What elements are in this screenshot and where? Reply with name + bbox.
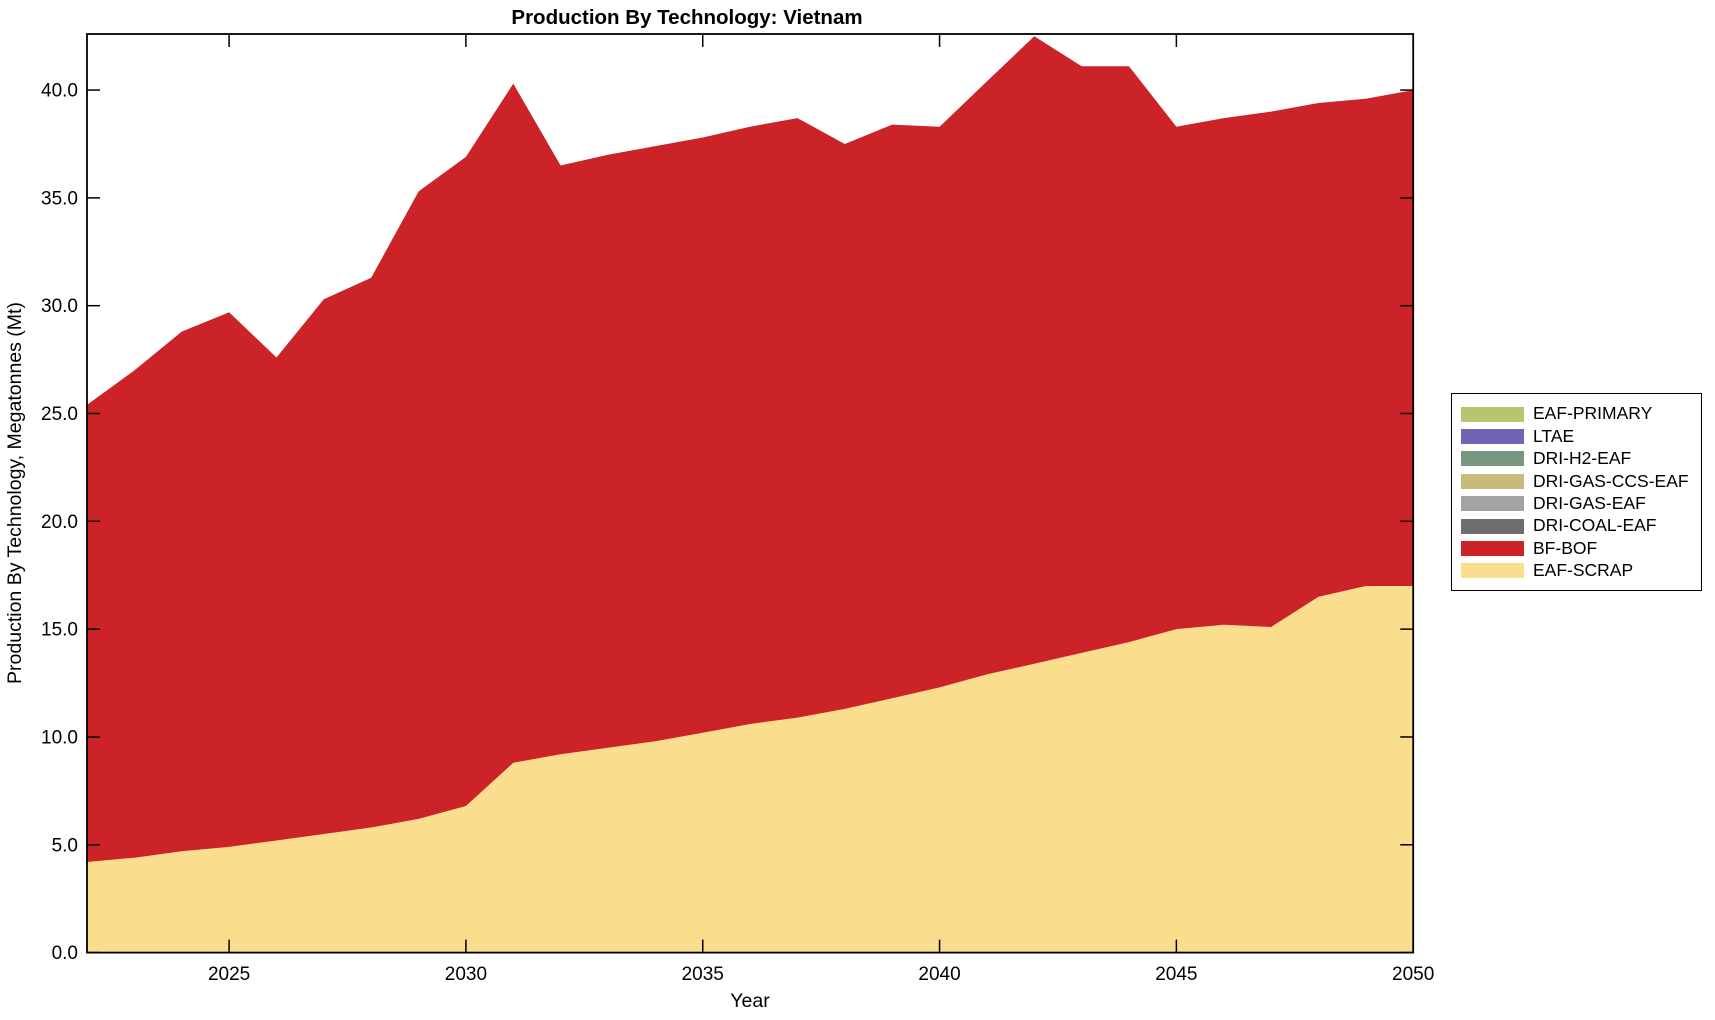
y-tick-label: 15.0 (41, 620, 78, 641)
legend-item-dri-coal-eaf: DRI-COAL-EAF (1461, 515, 1693, 537)
legend-swatch-dri-gas-ccs-eaf (1461, 473, 1524, 489)
legend-item-ltae: LTAE (1461, 425, 1693, 447)
area-eaf-scrap (87, 586, 1414, 953)
legend-swatch-dri-coal-eaf (1461, 518, 1524, 534)
y-tick-label: 0.0 (52, 943, 78, 964)
legend-label: DRI-H2-EAF (1533, 448, 1632, 469)
legend-label: EAF-SCRAP (1533, 560, 1634, 581)
tick-marks (87, 34, 1414, 954)
legend-swatch-dri-gas-eaf (1461, 496, 1524, 512)
legend-item-dri-gas-eaf: DRI-GAS-EAF (1461, 493, 1693, 515)
y-tick-label: 20.0 (41, 512, 78, 533)
legend: EAF-PRIMARY LTAE DRI-H2-EAF DRI-GAS-CCS-EAF… (1451, 393, 1702, 592)
x-tick-label: 2050 (1392, 964, 1434, 985)
legend-item-dri-gas-ccs-eaf: DRI-GAS-CCS-EAF (1461, 470, 1693, 492)
legend-label: DRI-COAL-EAF (1533, 515, 1657, 536)
chart-title: Production By Technology: Vietnam (511, 6, 862, 29)
legend-label: DRI-GAS-CCS-EAF (1533, 470, 1689, 491)
x-tick-label: 2030 (445, 964, 487, 985)
y-axis-label: Production By Technology, Megatonnes (Mt… (4, 302, 26, 684)
legend-swatch-eaf-primary (1461, 406, 1524, 422)
y-tick-label: 5.0 (52, 835, 78, 856)
y-tick-label: 35.0 (41, 188, 78, 209)
legend-item-dri-h2-eaf: DRI-H2-EAF (1461, 448, 1693, 470)
legend-item-eaf-scrap: EAF-SCRAP (1461, 560, 1693, 582)
y-tick-label: 10.0 (41, 727, 78, 748)
stacked-areas (87, 36, 1414, 953)
axes-border (86, 33, 1415, 954)
legend-swatch-eaf-scrap (1461, 563, 1524, 579)
y-tick-label: 40.0 (41, 81, 78, 102)
legend-label: EAF-PRIMARY (1533, 403, 1653, 424)
x-tick-label: 2040 (918, 964, 960, 985)
tick-labels: 2025 2030 2035 2040 2045 2050 0.0 5.0 10.0 15.0 20… (41, 81, 1434, 985)
legend-swatch-dri-h2-eaf (1461, 451, 1524, 467)
y-tick-label: 25.0 (41, 404, 78, 425)
x-tick-label: 2025 (208, 964, 250, 985)
x-axis-label: Year (730, 990, 770, 1012)
legend-item-bf-bof: BF-BOF (1461, 537, 1693, 559)
x-tick-label: 2035 (682, 964, 724, 985)
legend-label: DRI-GAS-EAF (1533, 493, 1646, 513)
legend-label: LTAE (1533, 425, 1575, 446)
y-tick-label: 30.0 (41, 296, 78, 317)
legend-label: BF-BOF (1533, 537, 1598, 558)
legend-item-eaf-primary: EAF-PRIMARY (1461, 403, 1693, 425)
x-tick-label: 2045 (1155, 964, 1197, 985)
area-bf-bof (87, 36, 1414, 862)
legend-swatch-ltae (1461, 429, 1524, 445)
legend-swatch-bf-bof (1461, 541, 1524, 557)
